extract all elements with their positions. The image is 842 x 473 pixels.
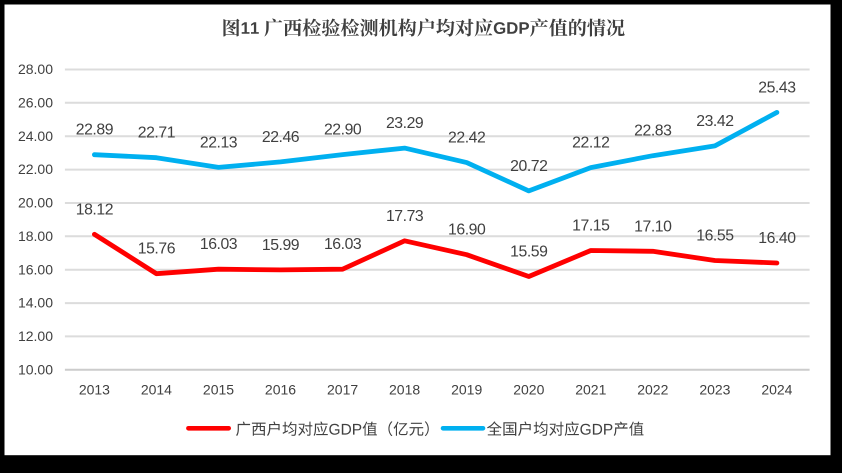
- svg-text:15.99: 15.99: [262, 237, 300, 254]
- svg-text:2014: 2014: [141, 382, 172, 398]
- svg-text:17.15: 17.15: [572, 218, 610, 235]
- svg-text:17.10: 17.10: [634, 218, 672, 235]
- svg-text:22.89: 22.89: [76, 122, 114, 139]
- svg-text:20.00: 20.00: [18, 195, 53, 211]
- svg-text:22.71: 22.71: [138, 125, 176, 142]
- svg-text:16.03: 16.03: [200, 236, 238, 253]
- svg-text:22.13: 22.13: [200, 134, 238, 151]
- svg-text:17.73: 17.73: [386, 208, 424, 225]
- svg-text:2022: 2022: [637, 382, 668, 398]
- svg-text:23.29: 23.29: [386, 115, 424, 132]
- svg-text:22.12: 22.12: [572, 135, 609, 152]
- svg-text:16.03: 16.03: [324, 236, 362, 253]
- svg-text:22.83: 22.83: [634, 123, 672, 140]
- svg-text:10.00: 10.00: [18, 361, 53, 377]
- svg-text:2024: 2024: [761, 382, 792, 398]
- svg-text:16.00: 16.00: [18, 261, 53, 277]
- svg-text:16.90: 16.90: [448, 222, 486, 239]
- svg-text:2017: 2017: [327, 382, 358, 398]
- svg-text:16.40: 16.40: [758, 230, 796, 247]
- svg-text:23.42: 23.42: [696, 113, 733, 130]
- svg-text:18.12: 18.12: [76, 201, 113, 218]
- svg-text:22.42: 22.42: [448, 130, 485, 147]
- svg-text:20.72: 20.72: [510, 158, 547, 175]
- svg-text:15.76: 15.76: [138, 241, 176, 258]
- svg-text:25.43: 25.43: [758, 79, 796, 96]
- svg-text:2015: 2015: [203, 382, 234, 398]
- svg-text:2016: 2016: [265, 382, 296, 398]
- svg-text:2020: 2020: [513, 382, 544, 398]
- svg-text:22.90: 22.90: [324, 122, 362, 139]
- svg-text:16.55: 16.55: [696, 228, 734, 245]
- svg-text:24.00: 24.00: [18, 128, 53, 144]
- svg-text:2023: 2023: [699, 382, 730, 398]
- svg-text:2013: 2013: [79, 382, 110, 398]
- svg-text:12.00: 12.00: [18, 328, 53, 344]
- svg-text:22.00: 22.00: [18, 161, 53, 177]
- svg-text:18.00: 18.00: [18, 228, 53, 244]
- svg-text:15.59: 15.59: [510, 244, 548, 261]
- svg-text:22.46: 22.46: [262, 129, 300, 146]
- svg-text:28.00: 28.00: [18, 61, 53, 77]
- svg-text:2018: 2018: [389, 382, 420, 398]
- svg-text:14.00: 14.00: [18, 295, 53, 311]
- svg-text:2019: 2019: [451, 382, 482, 398]
- svg-text:2021: 2021: [575, 382, 606, 398]
- svg-text:26.00: 26.00: [18, 94, 53, 110]
